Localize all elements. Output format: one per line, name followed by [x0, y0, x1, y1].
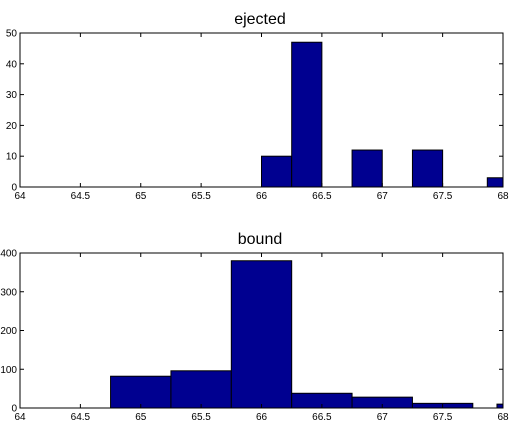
ejected-bar-3	[411, 149, 444, 188]
bound-bar-0	[110, 375, 172, 409]
ejected-ytick-label: 50	[6, 29, 18, 40]
ejected-xtick-label: 66	[256, 191, 268, 202]
bound-title: bound	[238, 231, 283, 248]
bound-xtick-label: 64.5	[71, 412, 91, 422]
ejected-y-ticks: 0 10 20 30 40 50	[6, 29, 503, 194]
ejected-x-ticks: 64 64.5 65 65.5 66 66.5 67 67.5 68	[14, 33, 509, 202]
bound-y-ticks: 0 100 200 300 400	[0, 249, 503, 415]
ejected-ytick-label: 0	[11, 183, 17, 194]
bound-xtick-label: 67.5	[433, 412, 453, 422]
bound-xtick-label: 65	[135, 412, 147, 422]
bound-histogram: bound 64 64.5 65 65.5 66 66.5 67 67.5 68 0 100 200…	[0, 231, 509, 422]
bound-xtick-label: 68	[497, 412, 509, 422]
bound-ytick-label: 0	[11, 404, 17, 415]
ejected-ytick-label: 20	[6, 121, 18, 132]
ejected-ytick-label: 10	[6, 152, 18, 163]
ejected-histogram: ejected 64 64.5 65 65.5 66 66.5 67 67.5 68 0 10 20…	[6, 11, 509, 202]
ejected-bar-1	[291, 41, 323, 188]
ejected-bar-4	[486, 177, 504, 188]
ejected-bar-0	[261, 155, 293, 188]
ejected-xtick-label: 65.5	[191, 191, 211, 202]
ejected-xtick-label: 67.5	[433, 191, 453, 202]
bound-xtick-label: 66.5	[312, 412, 332, 422]
ejected-xtick-label: 66.5	[312, 191, 332, 202]
ejected-bar-2	[351, 149, 383, 188]
bound-ytick-label: 200	[0, 326, 17, 337]
bound-xtick-label: 66	[256, 412, 268, 422]
bound-ytick-label: 100	[0, 365, 17, 376]
ejected-xtick-label: 68	[497, 191, 509, 202]
bound-x-ticks: 64 64.5 65 65.5 66 66.5 67 67.5 68	[14, 253, 509, 422]
ejected-xtick-label: 65	[135, 191, 147, 202]
bound-xtick-label: 65.5	[191, 412, 211, 422]
bound-xtick-label: 64	[14, 412, 26, 422]
ejected-xtick-label: 64	[14, 191, 26, 202]
bound-xtick-label: 67	[377, 412, 389, 422]
ejected-bars	[261, 41, 504, 188]
bound-bars	[110, 260, 504, 409]
bound-bar-6	[496, 403, 504, 409]
ejected-xtick-label: 64.5	[71, 191, 91, 202]
ejected-xtick-label: 67	[377, 191, 389, 202]
bound-ytick-label: 300	[0, 287, 17, 298]
ejected-title: ejected	[234, 11, 286, 28]
bound-ytick-label: 400	[0, 249, 17, 260]
ejected-ytick-label: 40	[6, 59, 18, 70]
bound-bar-2	[230, 260, 293, 409]
ejected-ytick-label: 30	[6, 90, 18, 101]
bound-bar-1	[170, 370, 232, 409]
